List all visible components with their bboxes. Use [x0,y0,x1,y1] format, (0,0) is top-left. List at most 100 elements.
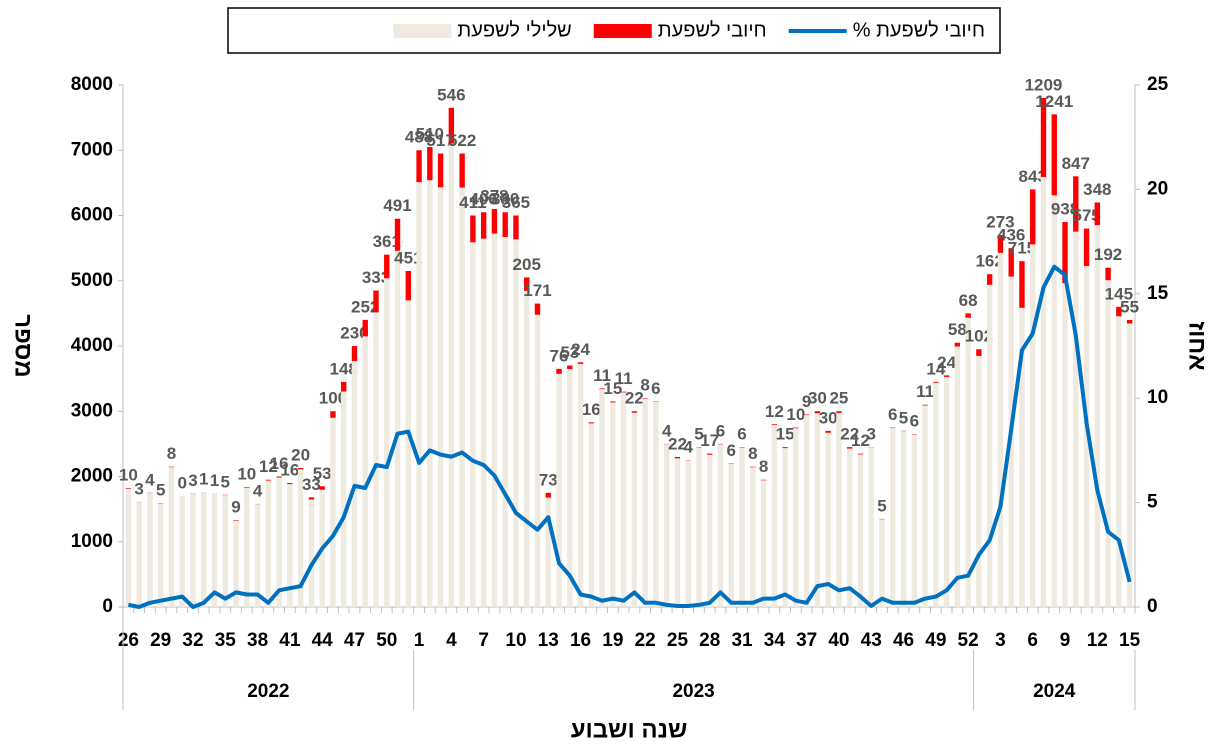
bar-segment [1052,114,1057,195]
bar-segment [1127,323,1132,607]
bar-segment [793,428,798,429]
bar-segment [223,495,228,607]
bar-segment [675,458,680,607]
bar-segment [373,312,378,607]
bar-segment [1041,177,1046,607]
bar-segment [653,402,658,607]
bar-segment [761,480,766,481]
bar-segment [180,496,185,607]
bar-segment [416,150,421,182]
x-tick-label: 3 [995,630,1006,651]
bar-segment [244,487,249,488]
bar-segment [212,494,217,607]
data-label: 348 [1083,180,1111,199]
bar-segment [965,318,970,607]
bar-segment [503,237,508,607]
bar-segment [1030,244,1035,607]
data-label: 11 [916,382,934,401]
x-tick-label: 47 [344,630,365,651]
data-label: 847 [1062,154,1090,173]
data-label: 6 [716,421,725,440]
y2-tick-label: 20 [1147,178,1168,199]
bar-segment [610,402,615,607]
x-tick-label: 26 [118,630,139,651]
bar-segment [524,291,529,607]
data-label: 4 [145,470,155,489]
bar-segment [998,253,1003,607]
bar-segment [341,392,346,607]
bar-segment [513,216,518,240]
bar-segment [556,369,561,374]
data-label: 8 [640,376,649,395]
bar-segment [158,504,163,607]
bar-segment [438,154,443,188]
bar-segment [406,300,411,607]
bar-segment [363,320,368,336]
bar-segment [804,415,809,607]
bar-segment [944,375,949,377]
data-label: 8 [759,457,768,476]
bar-segment [169,467,174,607]
bar-segment [589,422,594,423]
data-label: 9 [231,498,240,517]
bar-segment [890,428,895,607]
bar-segment [804,415,809,416]
bar-segment [373,291,378,313]
bar-segment [922,405,927,406]
bar-segment [707,454,712,455]
bar-segment [1116,316,1121,607]
bar-segment [266,480,271,481]
bar-segment [266,481,271,607]
bar-segment [427,180,432,607]
x-tick-label: 9 [1060,630,1071,651]
x-tick-label: 50 [376,630,397,651]
bar-segment [965,313,970,317]
bar-segment [395,251,400,607]
data-label: 15 [776,425,795,444]
bar-segment [750,467,755,607]
bar-segment [255,504,260,607]
data-label: 171 [523,281,551,300]
bar-segment [987,285,992,607]
bar-segment [955,343,960,347]
bar-segment [675,457,680,458]
x-tick-label: 28 [699,630,720,651]
data-label: 30 [808,389,827,408]
data-label: 491 [383,196,411,215]
bar-segment [879,519,884,607]
bar-segment [546,493,551,498]
bar-segment [395,219,400,251]
y2-tick-label: 5 [1147,492,1158,513]
bar-segment [664,444,669,607]
legend-key [594,24,652,38]
x-tick-label: 35 [215,630,237,651]
bar-segment [384,255,389,279]
y2-tick-label: 15 [1147,283,1169,304]
bar-segment [233,520,238,521]
x-tick-label: 15 [1119,630,1141,651]
bar-segment [363,336,368,607]
data-label: 5 [899,408,908,427]
data-label: 522 [448,131,476,150]
bar-segment [642,399,647,607]
data-label: 3 [134,479,143,498]
data-label: 6 [910,412,919,431]
y2-tick-label: 25 [1147,74,1169,95]
x-tick-label: 37 [796,630,817,651]
bar-segment [481,212,486,238]
data-label: 8 [748,444,757,463]
bar-segment [546,498,551,607]
bar-segment [535,304,540,315]
x-group-label: 2022 [247,681,289,702]
bar-segment [739,448,744,607]
bar-segment [847,449,852,607]
bar-segment [976,349,981,356]
bar-segment [330,411,335,418]
y-tick-label: 4000 [71,335,113,356]
data-label: 3 [188,471,197,490]
bar-segment [578,362,583,364]
bar-segment [276,478,281,607]
bar-segment [869,447,874,607]
data-label: 6 [651,379,660,398]
